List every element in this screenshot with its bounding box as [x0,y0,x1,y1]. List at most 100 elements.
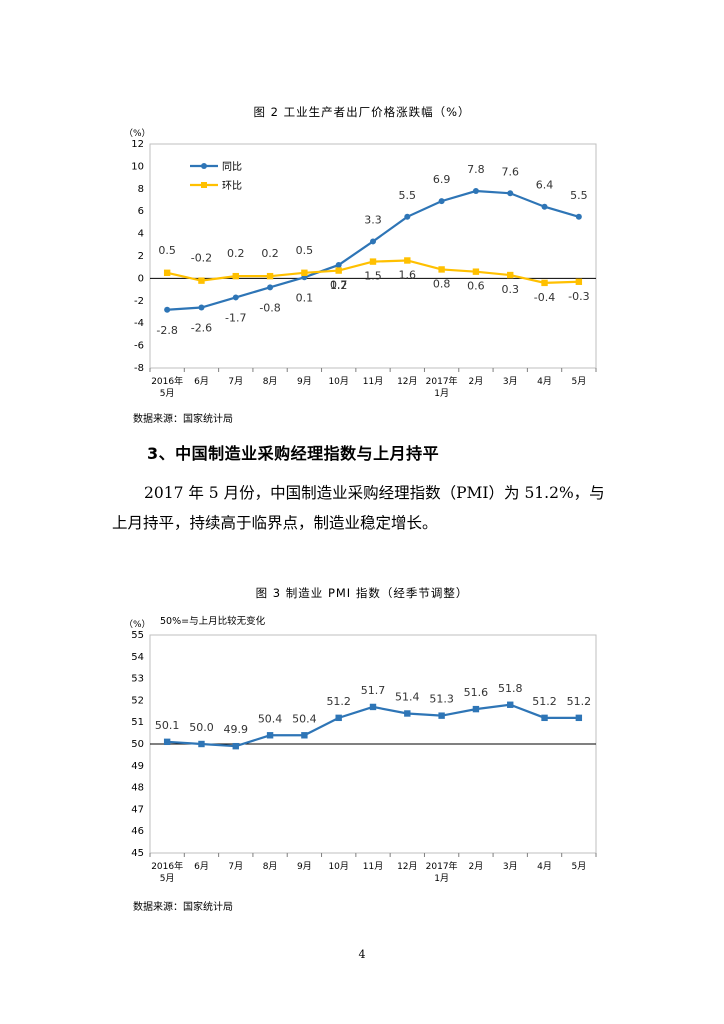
x-tick-label: 2月 [469,376,484,387]
data-point [541,714,548,722]
data-label: 51.2 [532,695,557,708]
data-label: -0.3 [568,290,589,303]
x-tick-label: 3月 [503,861,518,872]
x-tick-label: 8月 [263,376,278,387]
x-tick-label: 5月 [571,376,586,387]
data-label: 6.9 [433,173,451,186]
x-tick-label: 7月 [228,376,243,387]
data-point [472,188,479,195]
data-point [232,272,239,280]
data-label: 51.4 [395,690,420,703]
data-label: 51.7 [361,684,386,697]
data-point [266,732,274,739]
data-label: 3.3 [364,213,382,226]
y-tick-label: 12 [131,139,144,150]
y-tick-label: 53 [131,674,144,685]
data-point [266,272,274,280]
data-point [438,266,445,273]
data-label: 0.5 [158,244,176,257]
y-tick-label: -2 [134,296,144,307]
data-label: 5.5 [570,189,588,202]
figure-2-caption: 图 2 工业生产者出厂价格涨跌幅（%） [253,105,471,119]
data-label: 50.1 [155,719,180,732]
data-point [438,198,445,205]
data-point [507,701,514,708]
data-label: 1.2 [330,279,348,292]
y-tick-label: 8 [138,184,144,195]
data-label: 51.2 [567,695,592,708]
data-label: 0.6 [467,280,485,293]
x-tick-label: 2016年 [151,375,183,387]
data-label: 5.5 [399,189,417,202]
data-point [472,705,480,713]
page-number: 4 [358,948,366,961]
data-point [541,203,548,210]
x-tick-label: 10月 [328,861,348,872]
data-label: -2.6 [191,322,212,335]
y-tick-label: -8 [134,363,144,374]
data-label: 0.5 [296,244,314,257]
x-tick-label: 2月 [469,861,484,872]
data-point [232,742,239,750]
data-label: 50.4 [258,712,283,725]
data-label: 0.2 [261,247,279,260]
x-tick-label: 6月 [194,376,209,387]
x-tick-label: 5月 [571,861,586,872]
y-tick-label: 47 [131,804,144,815]
data-point [198,304,205,311]
data-point [404,257,411,264]
data-point [404,710,411,717]
legend-mom-label: 环比 [222,180,242,192]
data-point [198,277,205,284]
y-tick-label: 49 [131,761,144,772]
x-tick-label: 9月 [297,861,312,872]
data-point [575,278,583,285]
data-label: 1.5 [364,270,382,283]
section-heading: 3、中国制造业采购经理指数与上月持平 [147,444,440,463]
y-tick-label: 48 [131,783,144,794]
y-tick-label: 51 [131,717,144,728]
data-point [335,714,342,722]
data-label: -0.2 [191,252,212,265]
data-point [163,738,171,746]
data-point [164,306,171,313]
x-tick-label: 5月 [160,873,175,884]
x-tick-label: 11月 [363,376,383,387]
data-point [301,732,308,739]
x-tick-label: 2016年 [151,860,183,872]
y-tick-label: 6 [138,206,144,217]
x-tick-label: 9月 [297,376,312,387]
x-tick-label: 1月 [434,873,449,884]
figure-3-caption: 图 3 制造业 PMI 指数（经季节调整） [255,586,469,600]
x-tick-label: 12月 [397,376,417,387]
figure-2-source: 数据来源：国家统计局 [133,414,233,425]
data-point [404,213,411,220]
legend-yoy-label: 同比 [222,161,242,173]
x-tick-label: 6月 [194,861,209,872]
data-point [472,268,480,275]
x-tick-label: 3月 [503,376,518,387]
x-tick-label: 4月 [537,861,552,872]
y-tick-label: 50 [131,739,144,750]
data-point [575,213,582,220]
data-point [541,279,548,287]
y-tick-label: 2 [138,251,144,262]
data-point [163,269,171,276]
y-tick-label: -4 [134,318,144,329]
y-tick-label: 54 [131,652,144,663]
data-point [507,271,514,279]
data-point [267,284,274,291]
data-label: 51.8 [498,682,523,695]
x-tick-label: 12月 [397,861,417,872]
data-label: 0.8 [433,277,451,290]
x-tick-label: 5月 [160,388,175,399]
data-label: -1.7 [225,311,246,324]
data-label: 49.9 [224,723,249,736]
data-point [438,712,445,719]
data-label: 50.4 [292,712,317,725]
y-axis-unit: （%） [124,128,151,139]
x-tick-label: 2017年 [426,375,458,387]
